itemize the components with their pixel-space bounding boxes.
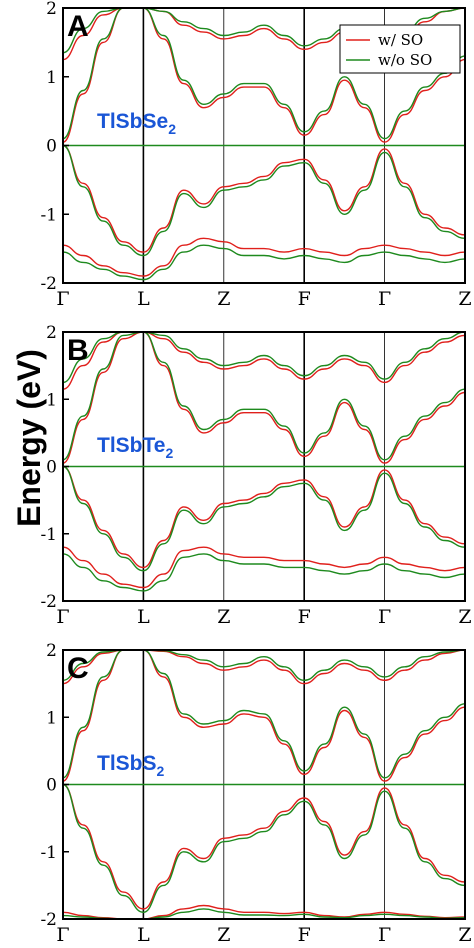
y-tick-label: 1	[46, 390, 57, 410]
y-tick-label: 0	[46, 776, 57, 796]
kpoint-label: Z	[458, 606, 471, 628]
kpoint-label: Z	[217, 606, 230, 628]
kpoint-label: Γ	[56, 606, 69, 628]
legend-box	[339, 24, 461, 74]
band-without-so	[63, 650, 465, 682]
y-tick-label: -2	[40, 910, 57, 930]
panel-letter: B	[67, 334, 89, 367]
kpoint-label: Γ	[378, 288, 391, 310]
kpoint-label: F	[298, 288, 311, 310]
y-tick-label: -1	[40, 525, 57, 545]
y-tick-label: 2	[46, 323, 57, 343]
y-tick-label: 2	[46, 0, 57, 19]
kpoint-label: L	[137, 924, 150, 946]
compound-subscript: 2	[157, 763, 165, 779]
band-without-so	[63, 244, 465, 281]
band-with-so	[63, 144, 465, 253]
bands	[63, 332, 465, 592]
kpoint-label: Z	[217, 924, 230, 946]
y-tick-label: -1	[40, 843, 57, 863]
band-with-so	[63, 546, 465, 589]
bands	[63, 650, 465, 919]
band-without-so	[63, 465, 465, 572]
band-without-so	[63, 650, 465, 779]
kpoint-label: L	[137, 288, 150, 310]
compound-subscript: 2	[168, 121, 176, 137]
panel-a: -2 -1 0 1 2 Γ L Z F Γ Z A TlSbSe2 w/ SO w/o SO	[40, 0, 471, 310]
kpoint-label: Z	[458, 924, 471, 946]
band-with-so	[63, 8, 465, 143]
compound-label: TlSbTe2	[97, 434, 173, 461]
band-without-so	[63, 783, 465, 914]
band-with-so	[63, 904, 465, 919]
kpoint-label: F	[298, 924, 311, 946]
band-without-so	[63, 332, 465, 461]
y-tick-label: 0	[46, 458, 57, 478]
kpoint-label: Z	[217, 288, 230, 310]
legend-entry: w/o SO	[378, 51, 432, 69]
y-tick-label: 1	[46, 708, 57, 728]
y-tick-label: -2	[40, 274, 57, 294]
y-axis-label: Energy (eV)	[11, 349, 47, 527]
compound-label: TlSbSe2	[97, 110, 176, 137]
kpoint-label: L	[137, 606, 150, 628]
band-without-so	[63, 908, 465, 919]
panel-c: -2 -1 0 1 2 Γ L Z F Γ Z C TlSbS2	[40, 641, 471, 946]
y-tick-label: -2	[40, 592, 57, 612]
band-with-so	[63, 650, 465, 782]
band-with-so	[63, 650, 465, 685]
kpoint-label: Γ	[378, 924, 391, 946]
band-with-so	[63, 332, 465, 464]
band-with-so	[63, 465, 465, 569]
kpoint-label: Γ	[378, 606, 391, 628]
band-with-so	[63, 237, 465, 277]
y-tick-label: -1	[40, 205, 57, 225]
kpoint-label: F	[298, 606, 311, 628]
band-without-so	[63, 553, 465, 592]
y-tick-label: 0	[46, 137, 57, 157]
bands	[63, 8, 465, 281]
y-tick-label: 1	[46, 68, 57, 88]
y-tick-label: 2	[46, 641, 57, 661]
panel-letter: A	[67, 10, 89, 43]
legend-entry: w/ SO	[378, 31, 423, 49]
panels-container: -2 -1 0 1 2 Γ L Z F Γ Z A TlSbSe2 w/ SO w/o SO -2 -1 0 1 2 Γ…	[40, 0, 471, 946]
panel-letter: C	[67, 652, 89, 685]
kpoint-label: Γ	[56, 288, 69, 310]
kpoint-label: Z	[458, 288, 471, 310]
panel-b: -2 -1 0 1 2 Γ L Z F Γ Z B TlSbTe2	[40, 323, 471, 628]
band-with-so	[63, 332, 465, 390]
compound-label: TlSbS2	[97, 752, 165, 779]
band-without-so	[63, 144, 465, 257]
band-without-so	[63, 332, 465, 384]
band-without-so	[63, 8, 465, 140]
kpoint-label: Γ	[56, 924, 69, 946]
compound-subscript: 2	[165, 445, 173, 461]
band-with-so	[63, 783, 465, 910]
legend: w/ SO w/o SO	[339, 24, 461, 74]
